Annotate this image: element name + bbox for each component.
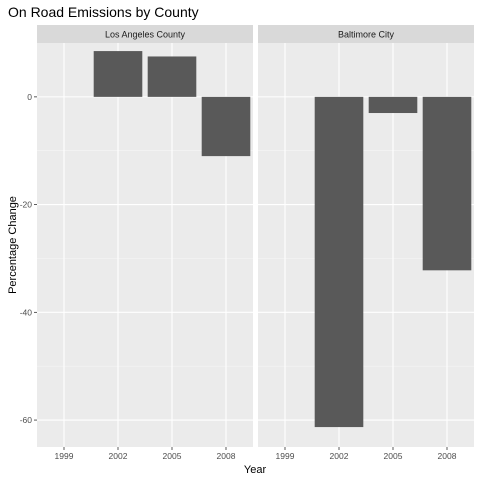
x-tick-label: 1999 [55, 451, 74, 461]
x-tick-label: 2005 [384, 451, 403, 461]
facet-strip-label: Los Angeles County [105, 30, 186, 40]
y-tick-label: 0 [27, 92, 32, 102]
y-axis-title: Percentage Change [7, 196, 19, 294]
y-tick-label: -40 [20, 307, 33, 317]
x-tick-label: 1999 [276, 451, 295, 461]
bar-2008 [422, 96, 472, 271]
x-tick-label: 2002 [109, 451, 128, 461]
facet-strip-label: Baltimore City [338, 30, 395, 40]
bar-2002 [93, 51, 143, 97]
bar-2005 [368, 96, 418, 114]
facet-strip [37, 25, 253, 43]
y-axis: 0 -20 -40 -60 [20, 92, 37, 425]
x-axis-title: Year [244, 464, 267, 476]
bar-2005 [147, 56, 197, 97]
y-tick-label: -20 [20, 200, 33, 210]
x-tick-label: 2005 [163, 451, 182, 461]
bar-2008 [201, 96, 251, 157]
x-tick-label: 2008 [217, 451, 236, 461]
x-tick-label: 2002 [330, 451, 349, 461]
y-tick-label: -60 [20, 415, 33, 425]
x-tick-label: 2008 [438, 451, 457, 461]
chart-title: On Road Emissions by County [8, 4, 199, 20]
facet-panel-0: Los Angeles County 1999 2002 2005 2008 [37, 25, 253, 461]
bar-2002 [314, 96, 364, 428]
facet-panel-1: Baltimore City 1999 2002 2005 2008 [258, 25, 474, 461]
facet-strip [258, 25, 474, 43]
